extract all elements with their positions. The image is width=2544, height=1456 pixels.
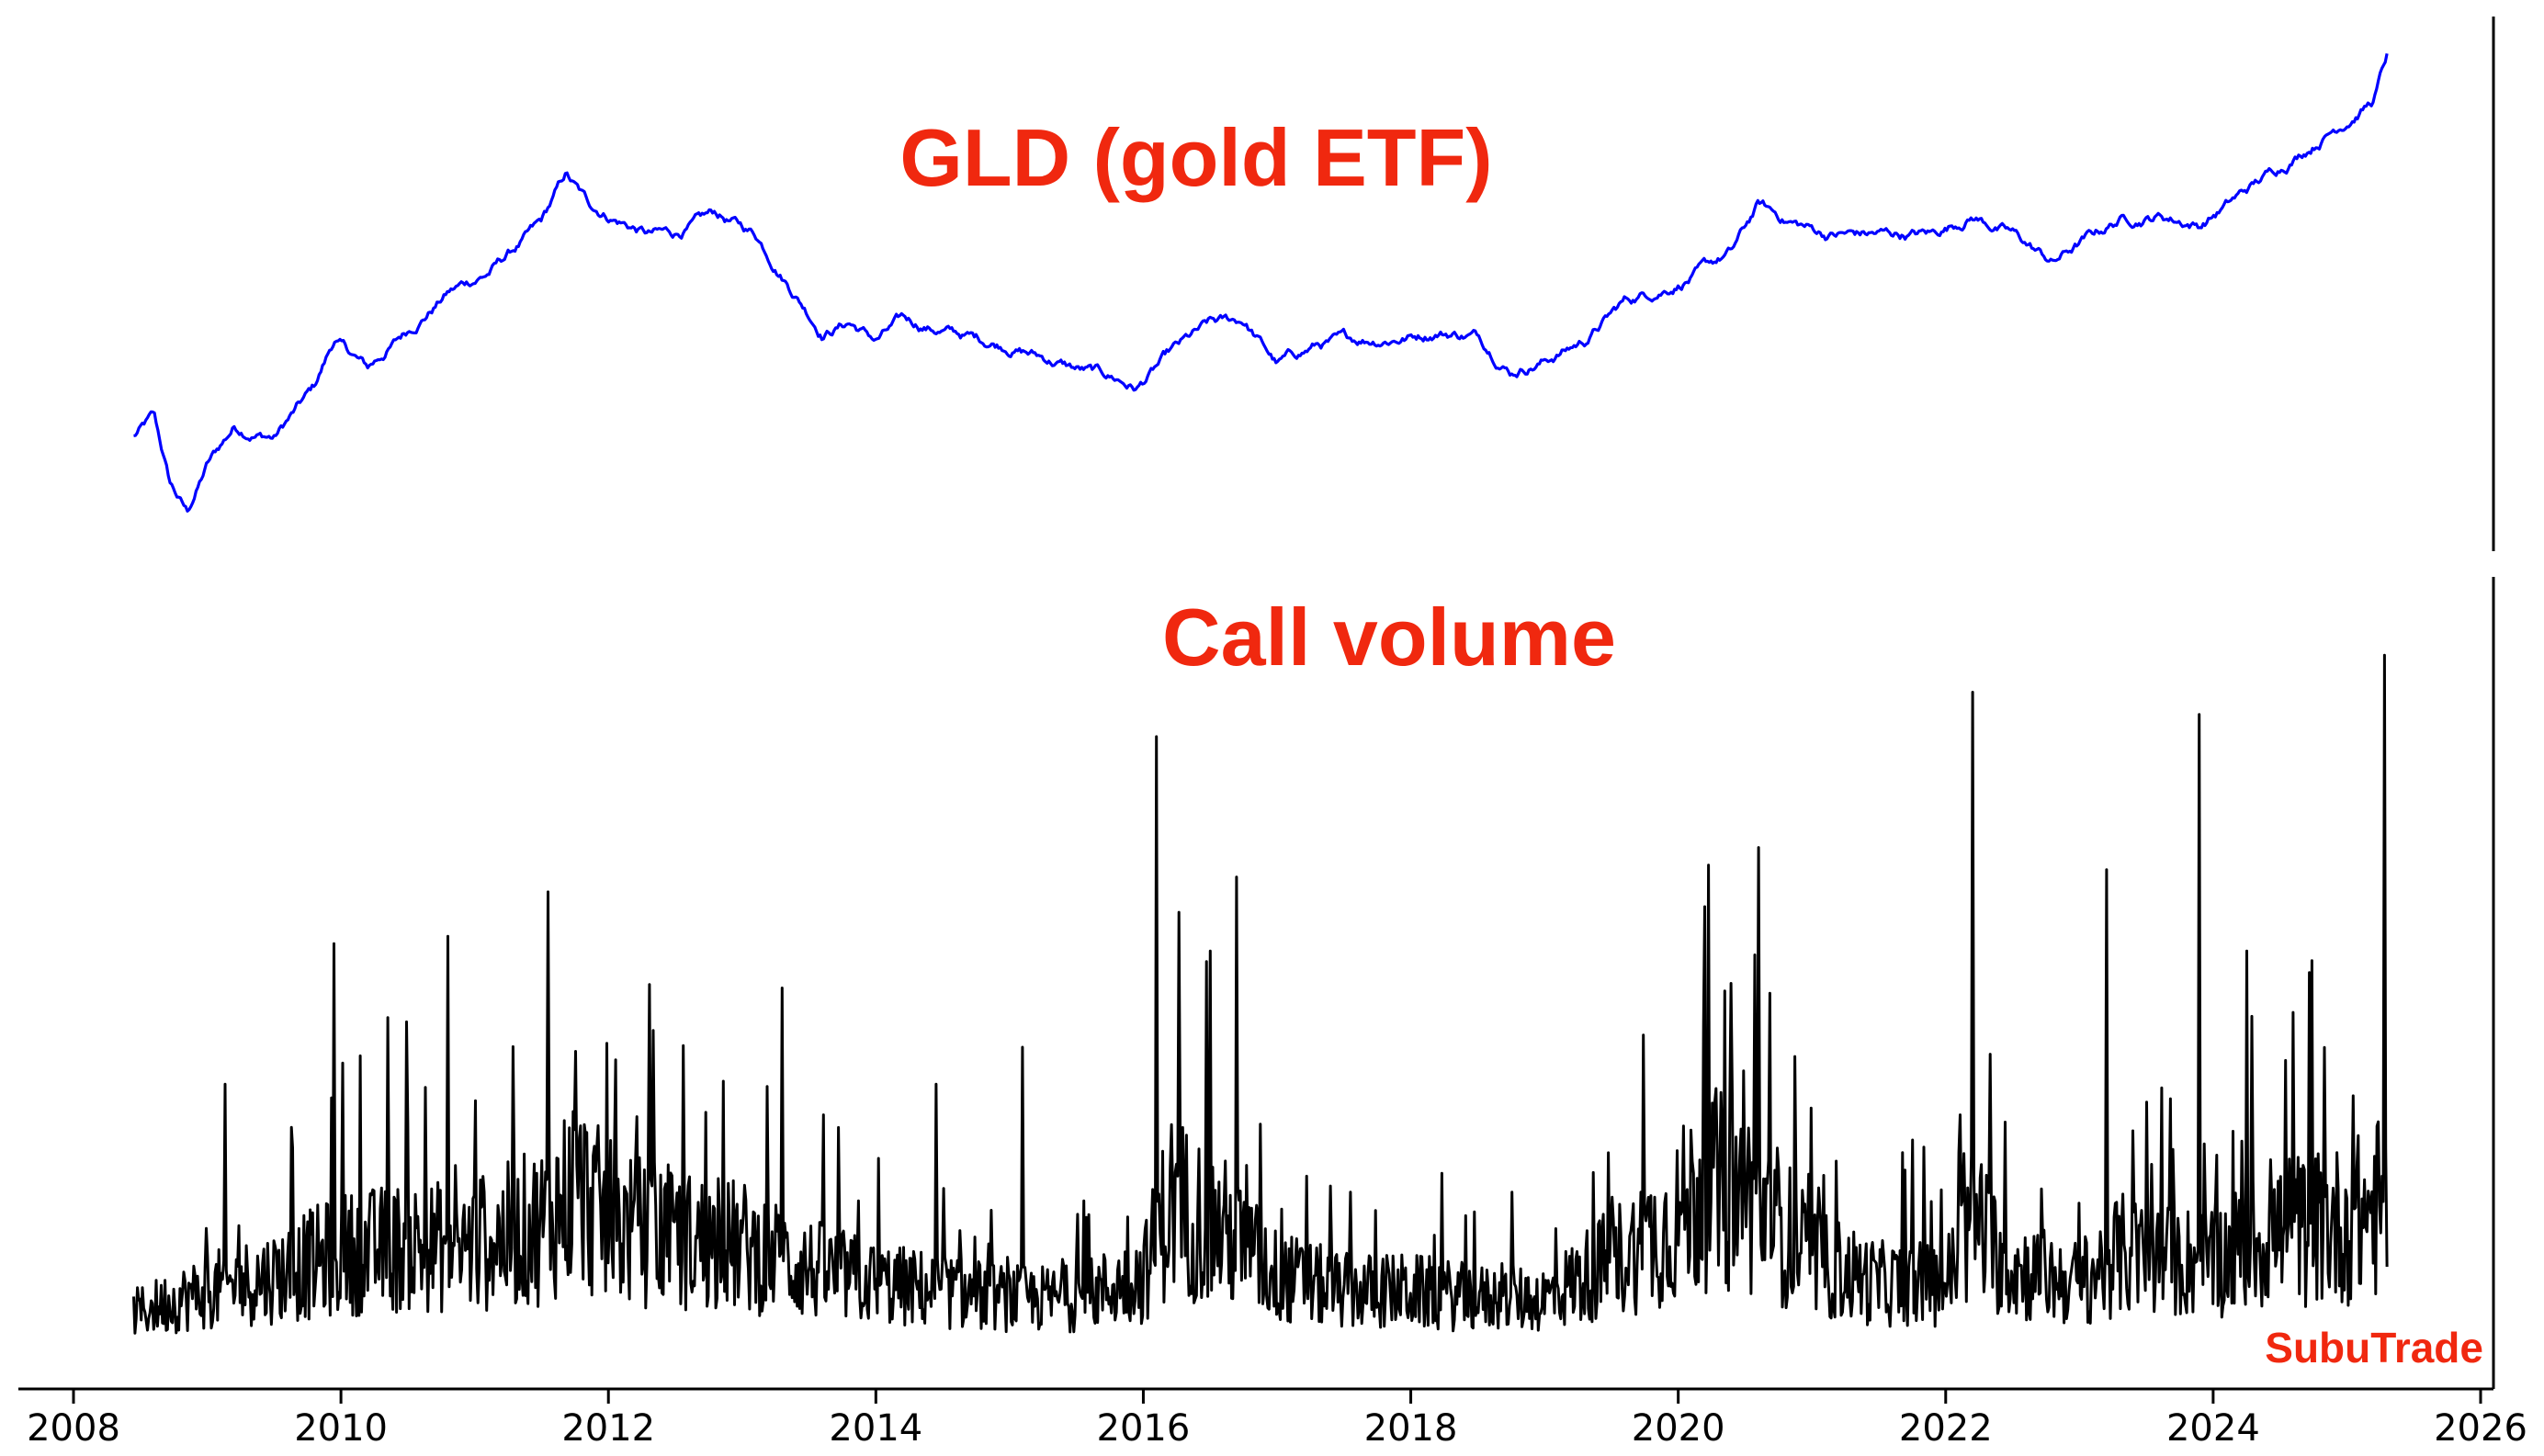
x-tick-label-2024: 2024 xyxy=(2166,1407,2260,1450)
gld-panel-title: GLD (gold ETF) xyxy=(899,112,1492,203)
x-tick-label-2010: 2010 xyxy=(294,1407,388,1450)
x-tick-label-2012: 2012 xyxy=(561,1407,655,1450)
x-tick-label-2022: 2022 xyxy=(1899,1407,1993,1450)
x-axis-ticks: 2008 2010 2012 2014 2016 2018 2020 2022 2024 2026 xyxy=(27,1389,2527,1450)
x-tick-label-2008: 2008 xyxy=(27,1407,120,1450)
x-tick-label-2014: 2014 xyxy=(829,1407,922,1450)
gld-price-line xyxy=(133,52,2389,513)
gld-price-panel: GLD (gold ETF) xyxy=(133,17,2495,551)
call-volume-panel-title: Call volume xyxy=(1162,592,1616,683)
call-volume-line xyxy=(132,653,2389,1335)
x-tick-label-2016: 2016 xyxy=(1097,1407,1191,1450)
subutrade-watermark: SubuTrade xyxy=(2265,1324,2483,1371)
x-tick-label-2018: 2018 xyxy=(1364,1407,1458,1450)
x-tick-label-2020: 2020 xyxy=(1632,1407,1725,1450)
call-volume-panel: Call volume 2008 2010 2012 2014 2016 2018 2020… xyxy=(18,577,2527,1450)
x-tick-label-2026: 2026 xyxy=(2434,1407,2527,1450)
